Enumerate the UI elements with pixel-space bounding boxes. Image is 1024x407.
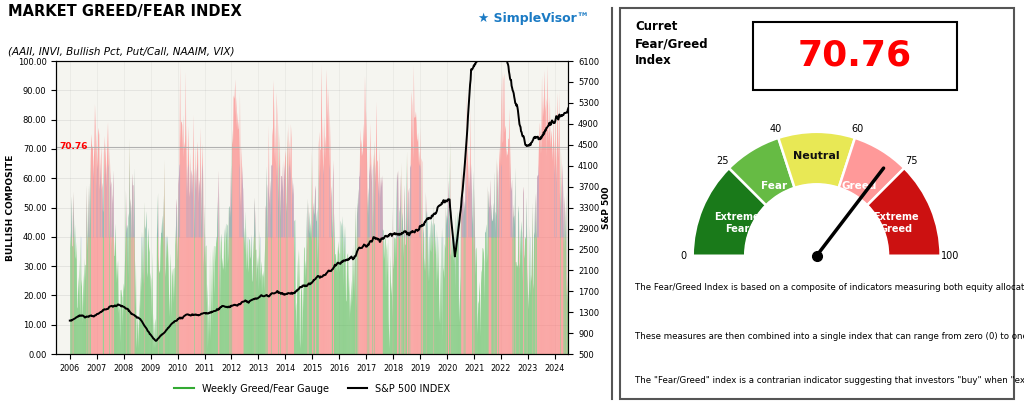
Y-axis label: BULLISH COMPOSITE: BULLISH COMPOSITE — [6, 154, 15, 261]
Text: Greed: Greed — [842, 181, 878, 191]
Wedge shape — [839, 138, 904, 205]
Wedge shape — [729, 138, 795, 205]
Wedge shape — [867, 168, 941, 256]
Text: 25: 25 — [716, 156, 728, 166]
Text: (AAII, INVI, Bullish Pct, Put/Call, NAAIM, VIX): (AAII, INVI, Bullish Pct, Put/Call, NAAI… — [8, 47, 234, 57]
Y-axis label: S&P 500: S&P 500 — [602, 186, 611, 229]
Text: Curret
Fear/Greed
Index: Curret Fear/Greed Index — [635, 20, 709, 67]
Text: 75: 75 — [905, 156, 918, 166]
Text: Extreme
Fear: Extreme Fear — [715, 212, 760, 234]
Text: 100: 100 — [941, 251, 959, 261]
Text: MARKET GREED/FEAR INDEX: MARKET GREED/FEAR INDEX — [8, 4, 242, 19]
Text: 40: 40 — [769, 124, 781, 134]
Circle shape — [745, 184, 888, 327]
Text: Extreme
Greed: Extreme Greed — [873, 212, 919, 234]
Text: 70.76: 70.76 — [798, 39, 912, 73]
Wedge shape — [778, 132, 855, 188]
Text: ★ SimpleVisor™: ★ SimpleVisor™ — [477, 12, 589, 25]
Text: 0: 0 — [680, 251, 686, 261]
Text: 60: 60 — [852, 124, 864, 134]
Text: The "Fear/Greed" index is a contrarian indicator suggesting that investors "buy": The "Fear/Greed" index is a contrarian i… — [635, 376, 1024, 385]
Legend: Weekly Greed/Fear Gauge, S&P 500 INDEX: Weekly Greed/Fear Gauge, S&P 500 INDEX — [170, 380, 455, 398]
Text: These measures are then combined into a single index that can range from zero (0: These measures are then combined into a … — [635, 332, 1024, 341]
Text: The Fear/Greed Index is based on a composite of indicators measuring both equity: The Fear/Greed Index is based on a compo… — [635, 283, 1024, 292]
Text: Fear: Fear — [761, 181, 786, 191]
Text: Neutral: Neutral — [794, 151, 840, 161]
Text: 70.76: 70.76 — [59, 142, 87, 151]
Wedge shape — [692, 168, 766, 256]
